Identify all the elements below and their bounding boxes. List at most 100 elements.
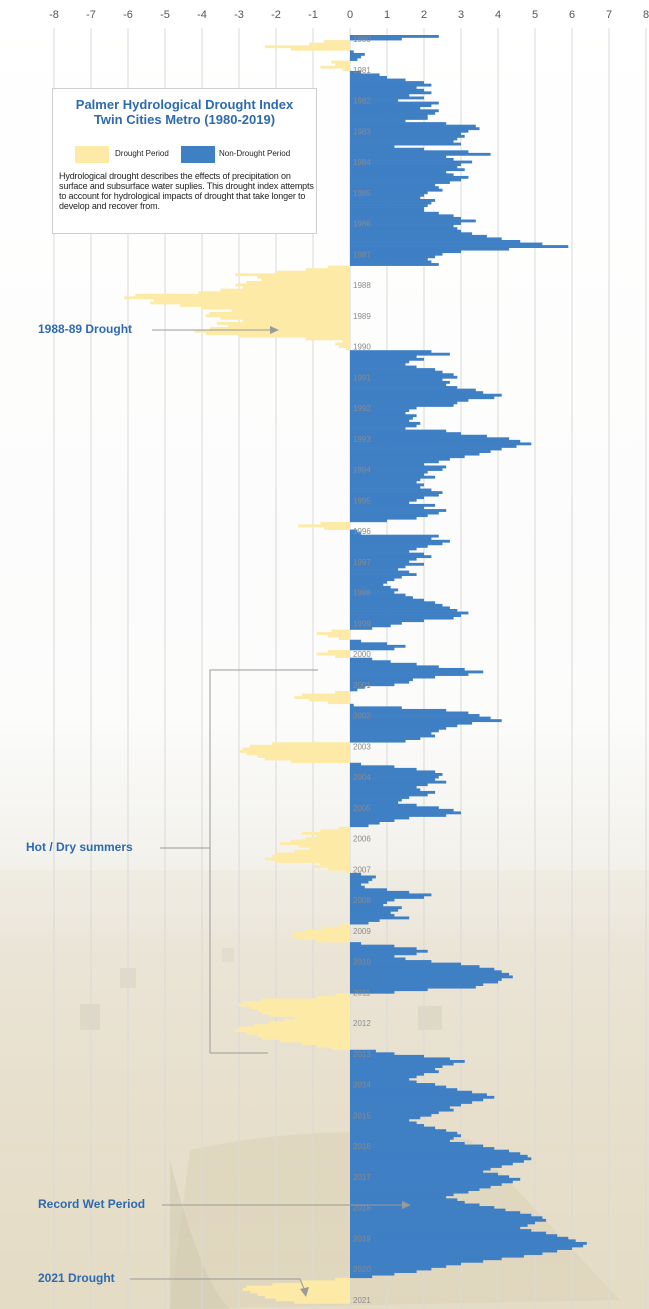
- bar: [350, 163, 461, 166]
- bar: [350, 913, 395, 917]
- bar: [350, 457, 450, 461]
- bar: [350, 55, 362, 59]
- bar: [335, 342, 350, 346]
- bar: [350, 260, 432, 264]
- bar: [350, 798, 402, 802]
- bar: [250, 1006, 350, 1010]
- bar: [350, 491, 443, 494]
- bar: [350, 729, 439, 733]
- bar: [350, 872, 362, 876]
- bar: [350, 544, 428, 548]
- x-tick-label: 0: [347, 9, 353, 21]
- bar: [239, 1026, 350, 1030]
- bar: [294, 849, 350, 853]
- bar: [350, 1206, 495, 1209]
- bar: [350, 170, 447, 174]
- bar: [335, 655, 350, 658]
- bar: [309, 42, 350, 46]
- bar: [350, 1054, 424, 1058]
- bar: [350, 1085, 447, 1089]
- bar: [350, 1124, 424, 1127]
- bar: [350, 542, 443, 546]
- bar: [350, 96, 424, 100]
- bar: [350, 501, 410, 505]
- bar: [272, 742, 350, 746]
- bar: [350, 1257, 502, 1261]
- year-label: 1988: [353, 281, 371, 290]
- bar: [350, 824, 369, 828]
- year-label: 2017: [353, 1173, 371, 1182]
- bar: [350, 1254, 524, 1258]
- bar: [209, 311, 350, 315]
- bar: [350, 1190, 469, 1194]
- bar: [350, 626, 373, 630]
- bar: [246, 281, 350, 284]
- bar: [350, 896, 424, 899]
- annotation-2021-drought: 2021 Drought: [38, 1271, 115, 1285]
- year-label: 1987: [353, 250, 371, 259]
- bar: [350, 106, 421, 110]
- bar: [335, 993, 350, 997]
- bar: [350, 1226, 521, 1230]
- bar: [350, 1198, 458, 1202]
- bar: [350, 447, 502, 451]
- bar: [350, 711, 469, 715]
- bar: [350, 683, 395, 687]
- bar: [350, 903, 384, 907]
- bar: [298, 844, 350, 848]
- bar: [350, 714, 480, 717]
- year-label: 2014: [353, 1081, 371, 1090]
- bar: [350, 462, 424, 466]
- bar: [350, 1060, 465, 1063]
- drought-legend-label: Drought Period: [115, 149, 169, 158]
- bar: [350, 562, 424, 566]
- bar: [350, 767, 417, 771]
- bar: [350, 737, 421, 740]
- bar: [290, 47, 350, 51]
- bar: [350, 1175, 510, 1179]
- bar: [350, 183, 436, 187]
- x-tick-label: -8: [49, 9, 59, 21]
- bar: [324, 926, 350, 930]
- bar: [298, 937, 350, 940]
- bar: [350, 206, 424, 210]
- bar: [350, 811, 461, 815]
- bar: [301, 831, 350, 835]
- bar: [350, 1062, 454, 1066]
- bar: [350, 1049, 376, 1053]
- bar: [350, 775, 439, 779]
- year-label: 1982: [353, 97, 371, 106]
- bar: [150, 301, 350, 305]
- bar: [350, 150, 469, 154]
- bar: [346, 870, 350, 874]
- bar: [350, 142, 461, 146]
- bar: [350, 237, 502, 241]
- year-label: 2015: [353, 1111, 371, 1120]
- bar: [350, 201, 432, 205]
- year-label: 1989: [353, 312, 371, 321]
- bar: [350, 76, 387, 79]
- bar: [327, 650, 350, 653]
- bar: [350, 255, 436, 259]
- bar: [198, 291, 350, 295]
- bar: [350, 1057, 450, 1061]
- bar: [350, 614, 461, 617]
- bar: [264, 757, 350, 761]
- bar: [350, 493, 439, 497]
- bar: [350, 960, 432, 963]
- year-label: 2005: [353, 804, 371, 813]
- bar: [350, 1188, 480, 1191]
- bar: [294, 931, 350, 935]
- bar: [350, 350, 432, 354]
- bar: [305, 837, 350, 840]
- bar: [350, 1203, 480, 1207]
- bar: [350, 514, 428, 518]
- bar: [350, 245, 569, 248]
- bar: [305, 268, 350, 272]
- bar: [350, 662, 417, 666]
- bar: [320, 829, 350, 833]
- bar: [350, 919, 380, 922]
- bar: [209, 327, 350, 330]
- x-axis-tick-labels: -8 -7 -6 -5 -4 -3 -2 -1 0 1 2 3 4 5 6 7 8: [49, 9, 649, 21]
- bar: [350, 578, 395, 582]
